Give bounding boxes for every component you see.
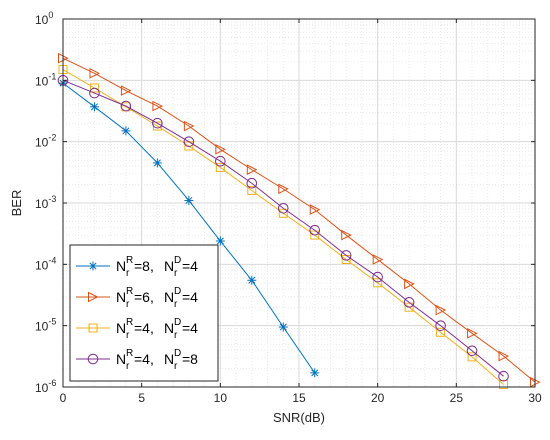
- marker: [183, 120, 195, 132]
- marker: [498, 370, 509, 382]
- y-tick-label: 10-6: [35, 378, 56, 395]
- marker: [185, 196, 193, 204]
- marker: [247, 185, 257, 195]
- marker: [277, 202, 289, 214]
- legend: NR r =8, ND r =4 NR r =6, ND r =4 NR r =4, ND r =4 NR r =4, N…: [69, 244, 219, 382]
- marker: [311, 369, 319, 377]
- marker: [435, 320, 446, 331]
- marker: [215, 155, 226, 167]
- marker: [216, 237, 224, 245]
- marker: [372, 254, 384, 265]
- x-tick-label: 10: [214, 391, 228, 405]
- x-tick-label: 0: [60, 391, 67, 405]
- x-tick-label: 15: [292, 391, 306, 405]
- legend-entry: NR r =4, ND r =4: [76, 317, 198, 341]
- marker: [403, 297, 415, 308]
- series-line: [62, 79, 504, 377]
- marker: [498, 350, 510, 362]
- series-line: [62, 57, 536, 383]
- marker: [89, 262, 97, 270]
- x-tick-label: 5: [138, 391, 145, 405]
- marker: [90, 103, 98, 111]
- marker: [215, 144, 226, 155]
- y-tick-label: 10-3: [35, 194, 56, 211]
- marker: [248, 276, 256, 284]
- y-tick-label: 100: [35, 10, 53, 27]
- marker: [279, 323, 287, 331]
- marker: [278, 183, 289, 195]
- x-tick-label: 25: [450, 391, 464, 405]
- marker: [246, 177, 258, 189]
- marker: [404, 302, 414, 312]
- marker: [215, 162, 225, 172]
- marker: [467, 328, 478, 339]
- marker: [340, 250, 352, 261]
- marker: [88, 291, 99, 303]
- marker: [246, 164, 258, 175]
- marker: [88, 323, 98, 333]
- marker: [373, 278, 383, 288]
- x-tick-label: 30: [528, 391, 542, 405]
- marker: [466, 345, 478, 357]
- marker: [435, 304, 447, 316]
- y-tick-label: 10-2: [35, 133, 56, 150]
- marker: [404, 278, 415, 290]
- legend-entry: NR r =8, ND r =4: [76, 255, 198, 279]
- y-tick-label: 10-1: [35, 71, 56, 88]
- marker: [89, 83, 99, 93]
- y-axis-label: BER: [9, 190, 24, 217]
- marker: [436, 327, 446, 337]
- series-1: [58, 78, 320, 378]
- legend-label: NR r =4, ND r =4: [116, 317, 198, 341]
- legend-entry: NR r =4, ND r =8: [76, 348, 198, 372]
- legend-label: NR r =4, ND r =8: [116, 348, 198, 372]
- x-tick-label: 20: [371, 391, 385, 405]
- y-tick-label: 10-4: [35, 255, 56, 272]
- marker: [341, 229, 352, 241]
- legend-entry: NR r =6, ND r =4: [76, 286, 198, 310]
- marker: [89, 68, 101, 79]
- marker: [152, 100, 164, 112]
- marker: [120, 85, 132, 96]
- marker: [372, 271, 383, 283]
- marker: [467, 352, 477, 362]
- marker: [89, 87, 100, 99]
- marker: [87, 353, 99, 365]
- marker: [310, 230, 320, 240]
- marker: [309, 224, 321, 236]
- marker: [122, 127, 130, 135]
- x-axis-label: SNR(dB): [273, 410, 325, 425]
- marker: [183, 136, 195, 147]
- legend-label: NR r =6, ND r =4: [116, 286, 198, 310]
- marker: [309, 204, 321, 215]
- marker: [499, 379, 509, 389]
- y-tick-label: 10-5: [35, 317, 56, 334]
- marker: [120, 100, 132, 112]
- marker: [278, 208, 288, 218]
- legend-label: NR r =8, ND r =4: [116, 255, 198, 279]
- marker: [152, 117, 163, 129]
- marker: [153, 159, 161, 167]
